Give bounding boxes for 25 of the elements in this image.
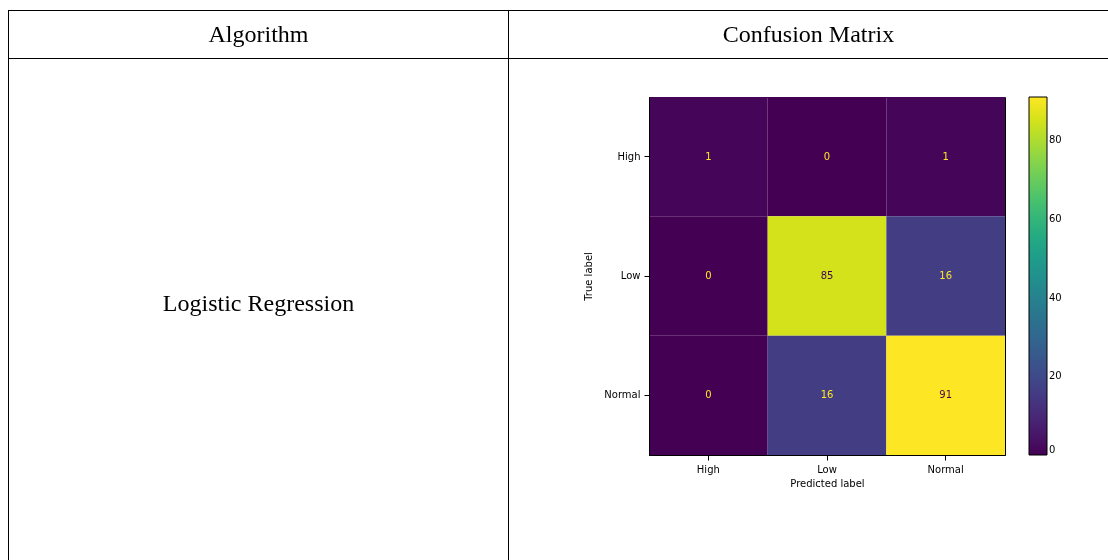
data-label: 1 (705, 150, 712, 162)
data-label: 85 (820, 270, 834, 281)
color-bar-label: 0 (1049, 444, 1056, 455)
data-label: 1 (942, 150, 949, 162)
text: Algorithm (9, 11, 509, 59)
x-axis-title: Predicted label (790, 477, 865, 489)
color-bar-label: 40 (1049, 291, 1062, 303)
y-tick-label: Low (620, 270, 641, 281)
y-axis-title: True label (583, 252, 595, 302)
chart-title: Confusion Matrix (509, 11, 1108, 59)
x-tick-label: Normal (927, 463, 964, 475)
x-tick-label: High (696, 463, 720, 475)
data-label: 16 (820, 389, 834, 401)
y-tick-label: Normal (604, 389, 641, 401)
data-label: 91 (939, 389, 953, 401)
color-bar-label: 60 (1049, 212, 1062, 224)
color-bar-label: 20 (1049, 370, 1062, 382)
data-label: 16 (939, 270, 953, 281)
data-label: 0 (705, 270, 712, 281)
x-tick-label: Low (817, 463, 837, 475)
color-bar-label: 80 (1049, 134, 1062, 146)
data-label: 0 (823, 150, 831, 162)
text: Logistic Regression (9, 59, 509, 560)
y-tick-label: High (617, 150, 641, 162)
data-label: 0 (705, 389, 712, 401)
